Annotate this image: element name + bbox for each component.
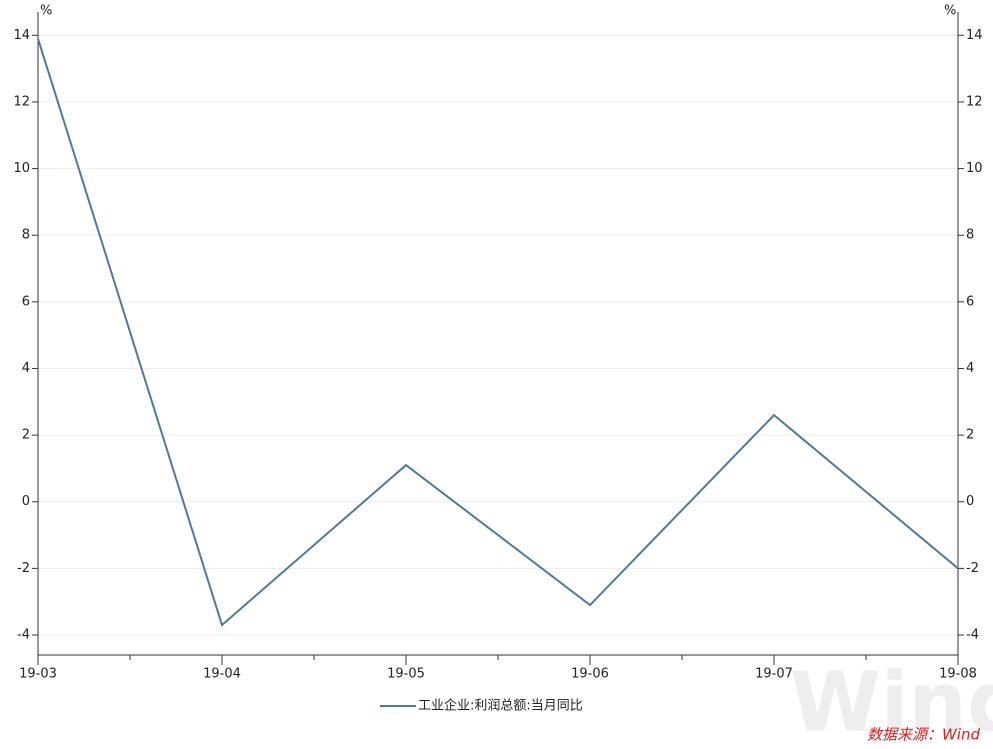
y2-tick-label: 6 xyxy=(966,294,974,309)
line-series xyxy=(37,38,959,627)
y-tick-label: -4 xyxy=(17,628,30,643)
y2-tick-label: 10 xyxy=(966,161,983,176)
y-tick-label: 4 xyxy=(22,361,30,376)
y2-tick-label: 0 xyxy=(966,494,974,509)
x-tick-label: 19-05 xyxy=(387,667,425,682)
y-tick-label: 8 xyxy=(22,228,30,243)
source: 数据来源：Wind xyxy=(867,726,981,744)
x-tick-label: 19-06 xyxy=(571,667,609,682)
y-unit: % xyxy=(40,4,52,19)
y2-tick-label: 14 xyxy=(966,28,983,43)
x-tick-label: 19-03 xyxy=(19,667,57,682)
x-tick-label: 19-08 xyxy=(939,667,977,682)
y-tick-label: 12 xyxy=(13,94,30,109)
y2-tick-label: 8 xyxy=(966,228,974,243)
y-tick-label: 10 xyxy=(13,161,30,176)
x-tick-label: 19-04 xyxy=(203,667,241,682)
y-tick-label: -2 xyxy=(17,561,30,576)
y2-tick-label: -2 xyxy=(966,561,979,576)
watermark: Wind xyxy=(790,655,993,745)
y-tick-label: 6 xyxy=(22,294,30,309)
x-tick-label: 19-07 xyxy=(755,667,793,682)
y2-tick-label: -4 xyxy=(966,628,979,643)
y-tick-label: 2 xyxy=(22,428,30,443)
y-tick-label: 14 xyxy=(13,28,30,43)
y2-unit: % xyxy=(944,4,956,19)
y2-tick-label: 12 xyxy=(966,94,983,109)
y-tick-label: 0 xyxy=(22,494,30,509)
y2-tick-label: 2 xyxy=(966,428,974,443)
y2-tick-label: 4 xyxy=(966,361,974,376)
legend-label: 工业企业:利润总额:当月同比 xyxy=(418,698,583,714)
